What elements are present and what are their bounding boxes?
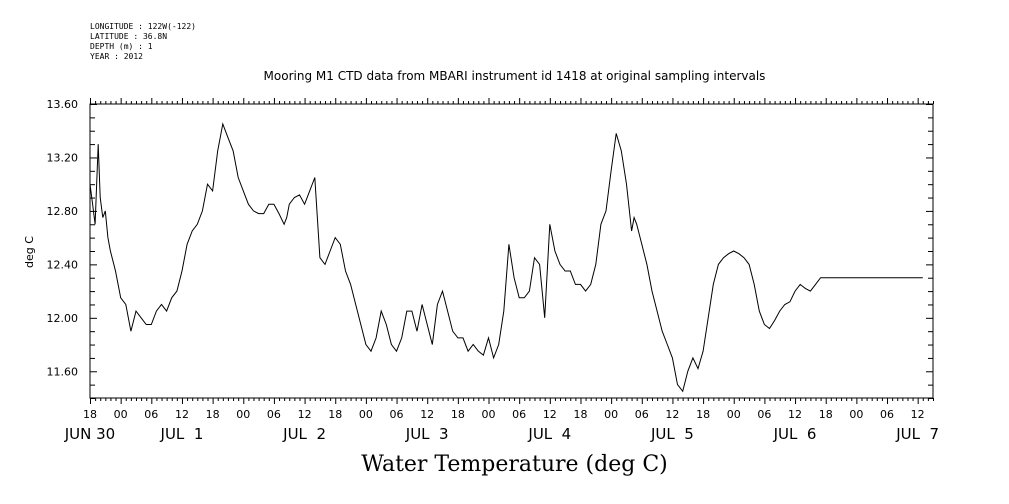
x-hour-label: 12 <box>543 408 557 421</box>
temperature-series-line <box>89 122 923 393</box>
y-tick-label: 12.80 <box>47 205 79 218</box>
x-hour-label: 00 <box>359 408 373 421</box>
x-hour-label: 00 <box>604 408 618 421</box>
x-day-label: JUL 6 <box>773 425 817 443</box>
x-hour-label: 06 <box>880 408 894 421</box>
latitude-label: LATITUDE : 36.8N <box>90 32 168 41</box>
x-day-label: JUL 3 <box>405 425 449 443</box>
x-hour-label: 00 <box>236 408 250 421</box>
y-tick-label: 12.00 <box>47 312 79 325</box>
x-day-label: JUL 7 <box>895 425 939 443</box>
x-hour-label: 12 <box>665 408 679 421</box>
x-hour-label: 18 <box>819 408 833 421</box>
y-tick-label: 13.60 <box>47 98 79 111</box>
x-day-label: JUL 2 <box>282 425 326 443</box>
chart-title: Mooring M1 CTD data from MBARI instrumen… <box>263 69 766 83</box>
x-hour-label: 06 <box>757 408 771 421</box>
x-hour-label: 00 <box>114 408 128 421</box>
x-hour-label: 00 <box>849 408 863 421</box>
axes <box>89 103 934 399</box>
x-hour-label: 00 <box>482 408 496 421</box>
x-hour-label: 00 <box>727 408 741 421</box>
x-hour-label: 12 <box>298 408 312 421</box>
x-hour-label: 12 <box>911 408 925 421</box>
x-hour-label: 18 <box>696 408 710 421</box>
x-hour-label: 06 <box>390 408 404 421</box>
x-hour-label: 12 <box>420 408 434 421</box>
y-tick-label: 12.40 <box>47 258 79 271</box>
series <box>89 122 923 393</box>
x-hour-label: 18 <box>206 408 220 421</box>
y-axis-label: deg C <box>23 236 36 268</box>
x-hour-label: 12 <box>175 408 189 421</box>
station-metadata: LONGITUDE : 122W(-122) LATITUDE : 36.8N … <box>90 22 196 62</box>
longitude-label: LONGITUDE : 122W(-122) <box>90 22 196 31</box>
x-day-label: JUL 1 <box>160 425 204 443</box>
x-hour-label: 18 <box>328 408 342 421</box>
x-hour-label: 06 <box>144 408 158 421</box>
x-hour-label: 06 <box>267 408 281 421</box>
x-hour-label: 12 <box>788 408 802 421</box>
x-day-label: JUL 4 <box>527 425 571 443</box>
depth-label: DEPTH (m) : 1 <box>90 42 153 51</box>
x-axis-label: Water Temperature (deg C) <box>361 452 668 477</box>
ticks <box>90 98 934 404</box>
x-hour-label: 06 <box>512 408 526 421</box>
x-hour-label: 18 <box>83 408 97 421</box>
y-tick-label: 13.20 <box>47 151 79 164</box>
x-day-label: JUN 30 <box>64 425 115 443</box>
x-hour-label: 18 <box>573 408 587 421</box>
year-label: YEAR : 2012 <box>90 52 143 61</box>
y-tick-label: 11.60 <box>47 365 79 378</box>
x-day-label: JUL 5 <box>650 425 694 443</box>
tick-labels: 11.60 12.00 12.40 12.80 13.20 13.60 18 00 06 12 18… <box>47 98 940 443</box>
x-hour-label: 06 <box>635 408 649 421</box>
x-hour-label: 18 <box>451 408 465 421</box>
plot-frame <box>89 103 934 399</box>
